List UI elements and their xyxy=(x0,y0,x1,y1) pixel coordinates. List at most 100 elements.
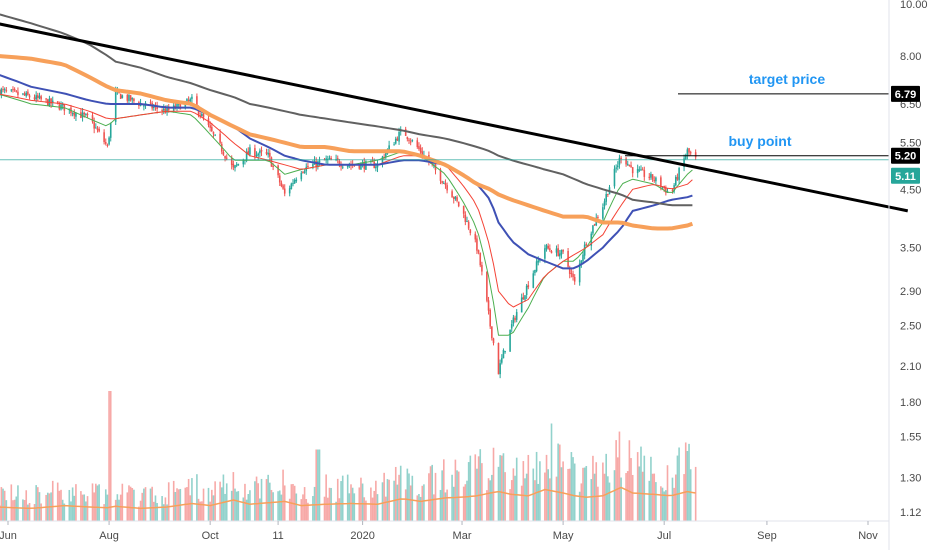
volume-bar xyxy=(486,490,488,521)
price-label-box xyxy=(891,167,920,184)
time-tick-label: Nov xyxy=(858,530,878,542)
volume-bar xyxy=(418,494,420,521)
candle-body xyxy=(257,153,260,156)
candle-body xyxy=(338,161,341,166)
candle-body xyxy=(504,350,506,352)
candle-body xyxy=(259,150,261,154)
price-axis[interactable]: 10.00 8.00 6.50 5.50 4.50 3.50 2.90 2.50 2.10 1.8… xyxy=(900,0,928,519)
candle-body xyxy=(93,122,95,129)
candle-body xyxy=(103,132,105,143)
volume-bar xyxy=(161,496,163,521)
candle-body xyxy=(277,165,279,176)
volume-bar xyxy=(431,464,434,521)
candle-body xyxy=(544,248,546,259)
candle-body xyxy=(388,145,390,150)
volume-bar xyxy=(444,492,447,521)
candle-body xyxy=(325,158,327,161)
candle-body xyxy=(655,177,657,182)
price-label-box xyxy=(891,85,920,102)
candle-body xyxy=(409,141,412,143)
candle-body xyxy=(61,103,64,106)
candle-body xyxy=(439,169,442,181)
volume-bar xyxy=(245,499,248,521)
volume-bar xyxy=(207,487,210,521)
candle-body xyxy=(212,131,215,134)
candle-body xyxy=(0,89,1,95)
candle-body xyxy=(219,133,221,143)
candle-body xyxy=(336,158,339,161)
price-tick-label: 1.80 xyxy=(900,397,921,409)
candle-body xyxy=(555,248,558,253)
candle-body xyxy=(419,147,422,153)
candle-body xyxy=(605,194,607,202)
volume-bar xyxy=(346,474,349,521)
volume-bar xyxy=(570,452,573,521)
volume-bar xyxy=(270,489,273,521)
time-tick-label: 11 xyxy=(272,530,283,542)
price-label-box xyxy=(891,147,920,164)
volume-bar xyxy=(22,499,24,521)
candle-body xyxy=(545,245,548,250)
candle-body xyxy=(121,95,124,98)
candle-body xyxy=(421,151,424,156)
volume-bar xyxy=(502,453,505,521)
volume-bar xyxy=(128,485,130,521)
volume-bar xyxy=(172,480,175,521)
candle-body xyxy=(558,253,561,257)
volume-bar xyxy=(454,459,457,521)
volume-bar xyxy=(295,493,298,521)
time-axis[interactable]: Jun Aug Oct 11 2020 Mar May Jul Sep Nov xyxy=(0,521,878,542)
volume-bar xyxy=(187,478,190,521)
volume-bar xyxy=(235,491,238,521)
time-tick-label: May xyxy=(553,530,574,542)
descending-trendline[interactable] xyxy=(0,22,909,213)
volume-bar xyxy=(386,479,389,521)
candle-body xyxy=(340,164,342,167)
candle-body xyxy=(393,144,395,146)
volume-bar xyxy=(277,491,279,521)
moving-averages xyxy=(0,13,694,336)
candle-body xyxy=(28,95,31,98)
candle-body xyxy=(583,244,586,256)
volume-bar xyxy=(348,493,351,521)
candle-body xyxy=(254,148,256,157)
moving-average-line xyxy=(0,54,694,231)
candle-body xyxy=(166,107,168,113)
candle-body xyxy=(63,103,66,111)
candle-body xyxy=(83,112,86,115)
volume-bar xyxy=(338,498,341,521)
volume-bar xyxy=(605,453,607,521)
candle-body xyxy=(648,176,651,178)
volume-bar xyxy=(434,472,437,521)
volume-bar xyxy=(38,492,41,521)
candle-body xyxy=(631,167,634,174)
volume-bar xyxy=(487,478,490,521)
volume-bar xyxy=(452,486,455,521)
price-tick-label: 1.55 xyxy=(900,432,921,444)
candle-body xyxy=(73,112,76,116)
candle-body xyxy=(196,96,198,107)
volume-bar xyxy=(504,472,506,521)
price-tick-label: 2.90 xyxy=(900,286,921,298)
volume-bar xyxy=(176,488,178,521)
candle-body xyxy=(457,201,460,207)
candle-body xyxy=(5,90,8,92)
candle-body xyxy=(33,97,36,100)
candle-body xyxy=(557,248,559,257)
candle-body xyxy=(582,254,584,261)
volume-bar xyxy=(247,494,250,521)
volume-bar xyxy=(648,480,651,521)
volume-bar xyxy=(578,491,581,521)
candle-body xyxy=(573,277,576,282)
volume-bar xyxy=(597,486,599,521)
volume-bar xyxy=(688,443,690,521)
volume-bar xyxy=(545,454,548,521)
volume-bar xyxy=(489,480,491,521)
volume-bar xyxy=(527,454,530,521)
volume-bar xyxy=(583,467,586,521)
volume-bar xyxy=(108,391,110,521)
volume-ma-line xyxy=(0,486,696,510)
volume-moving-average xyxy=(0,486,696,510)
volume-bar xyxy=(514,475,516,521)
